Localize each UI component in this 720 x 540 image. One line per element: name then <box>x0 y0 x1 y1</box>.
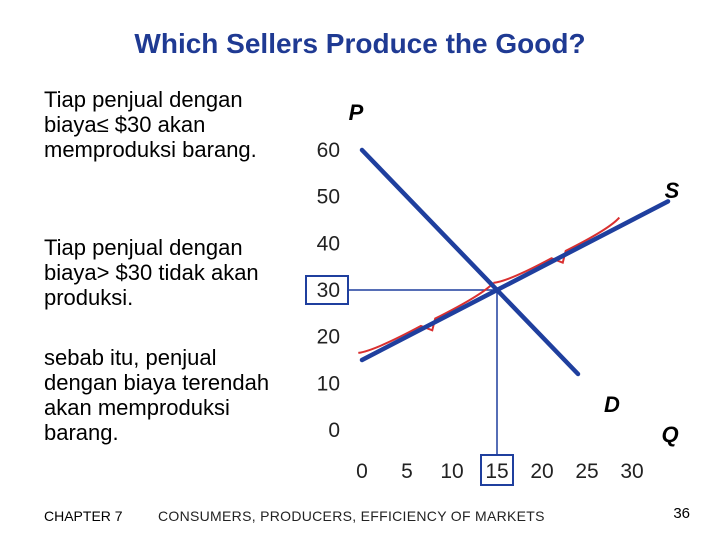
demand-curve <box>359 147 581 377</box>
y-tick-label-50: 50 <box>317 186 340 209</box>
page-number: 36 <box>673 505 690 522</box>
footer-title: CONSUMERS, PRODUCERS, EFFICIENCY OF MARK… <box>158 508 545 524</box>
x-tick-label-15: 15 <box>485 460 508 483</box>
text-block-low-cost: Tiap penjual dengan biaya≤ $30 akan memp… <box>44 87 257 162</box>
text-block-conclusion: sebab itu, penjual dengan biaya terendah… <box>44 345 270 445</box>
x-tick-label-20: 20 <box>530 460 553 483</box>
slide-title: Which Sellers Produce the Good? <box>134 28 586 59</box>
brace-low-cost-sellers <box>358 282 495 354</box>
y-tick-label-10: 10 <box>317 372 340 395</box>
x-tick-label-10: 10 <box>440 460 463 483</box>
x-tick-label-25: 25 <box>575 460 598 483</box>
demand-curve-label: D <box>604 392 620 417</box>
supply-curve-label: S <box>665 178 680 203</box>
x-tick-label-5: 5 <box>401 460 413 483</box>
y-tick-label-30: 30 <box>317 279 340 302</box>
x-tick-label-0: 0 <box>356 460 368 483</box>
x-axis-label: Q <box>661 422 678 447</box>
text-block-high-cost: Tiap penjual dengan biaya> $30 tidak aka… <box>44 235 259 310</box>
supply-curve <box>359 199 671 363</box>
y-tick-label-0: 0 <box>328 419 340 442</box>
y-tick-label-60: 60 <box>317 139 340 162</box>
y-tick-label-20: 20 <box>317 326 340 349</box>
y-axis-label: P <box>349 100 364 125</box>
y-tick-label-40: 40 <box>317 232 340 255</box>
brace-high-cost-sellers <box>493 216 621 284</box>
x-tick-label-30: 30 <box>620 460 643 483</box>
footer-chapter: CHAPTER 7 <box>44 508 123 524</box>
